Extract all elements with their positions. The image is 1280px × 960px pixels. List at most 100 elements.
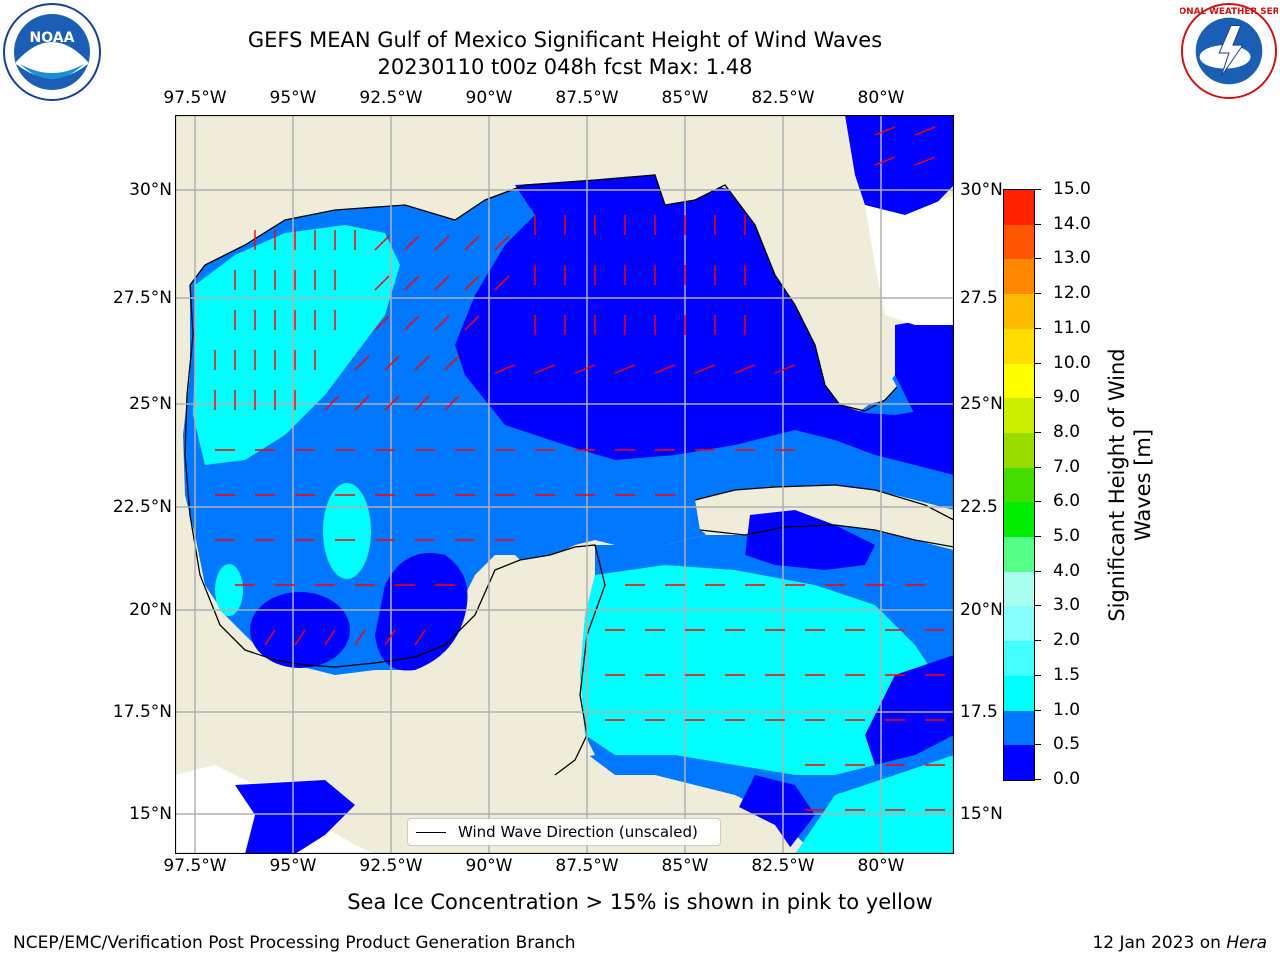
colorbar-swatch [1004,294,1034,329]
colorbar-tick [1035,466,1041,468]
florida-north-land [655,115,845,177]
legend-line-swatch [416,831,446,833]
lat-tick-left: 22.5°N [112,497,172,517]
colorbar [1003,189,1035,781]
colorbar-swatch [1004,467,1034,503]
lat-tick-left: 27.5°N [112,288,172,308]
colorbar-tick-label: 15.0 [1053,179,1091,199]
colorbar-tick [1035,397,1041,399]
colorbar-swatch [1004,606,1034,642]
lat-tick-left: 20°N [129,600,172,620]
noaa-logo: NOAA [3,3,101,101]
colorbar-tick-label: 3.0 [1053,595,1081,616]
atlantic-low [845,115,954,235]
lon-tick-bottom: 80°W [857,856,905,876]
atlantic-low-2 [895,315,954,415]
caribbean-low-1 [745,510,875,570]
colorbar-swatch [1004,675,1034,711]
arrows-east-south [494,215,796,374]
lon-tick-bottom: 97.5°W [163,856,227,876]
lon-tick-top: 90°W [465,88,513,108]
colorbar-swatch [1004,259,1034,295]
colorbar-swatch [1004,571,1034,607]
colorbar-swatch [1004,745,1034,780]
lon-tick-top: 95°W [269,88,317,108]
title-line-2: 20230110 t00z 048h fcst Max: 1.48 [377,55,753,79]
coastline-gulf [189,174,898,412]
gulf-ocean-high-blob [323,483,371,579]
arrows-caribbean [605,126,945,811]
colorbar-swatch [1004,398,1034,433]
colorbar-swatch [1004,224,1034,260]
colorbar-swatch [1004,537,1034,572]
colorbar-tick-label: 7.0 [1053,456,1081,477]
colorbar-tick [1035,536,1041,538]
caribbean-high-se [795,755,954,854]
title-line-1: GEFS MEAN Gulf of Mexico Significant Hei… [247,28,883,52]
colorbar-swatch [1004,710,1034,746]
wind-wave-arrows [214,126,945,811]
lat-tick-right: 30°N [960,180,1003,200]
colorbar-swatch [1004,432,1034,468]
florida-land [675,170,897,405]
colorbar-swatches [1004,190,1034,780]
lat-tick-left: 15°N [129,804,172,824]
colorbar-tick-label: 5.0 [1053,526,1081,547]
lat-tick-right: 25°N [960,394,1003,414]
colorbar-tick [1035,640,1041,642]
lat-tick-right: 17.5 [960,702,998,722]
colorbar-tick-label: 1.0 [1053,699,1081,720]
noaa-logo-text: NOAA [30,30,75,46]
lon-tick-bottom: 85°W [661,856,709,876]
colorbar-tick [1035,431,1041,433]
colorbar-tick-label: 8.0 [1053,421,1081,442]
colorbar-swatch [1004,502,1034,538]
colorbar-swatch [1004,641,1034,676]
colorbar-tick [1035,223,1041,225]
gulf-ocean-high-west [193,225,400,465]
colorbar-tick [1035,362,1041,364]
lon-tick-top: 92.5°W [359,88,423,108]
gulf-ocean-low-east [455,175,954,475]
lon-tick-top: 85°W [661,88,709,108]
lon-tick-bottom: 92.5°W [359,856,423,876]
colorbar-tick [1035,501,1041,503]
lon-tick-bottom: 87.5°W [555,856,619,876]
sea-ice-note: Sea Ice Concentration > 15% is shown in … [347,890,933,914]
lat-tick-left: 25°N [129,394,172,414]
lon-tick-bottom: 95°W [269,856,317,876]
map-plot [175,115,954,854]
colorbar-tick-label: 0.5 [1053,734,1081,755]
colorbar-tick-label: 14.0 [1053,213,1091,234]
lat-tick-left: 17.5°N [112,702,172,722]
pacific-low [235,780,355,854]
lon-tick-top: 80°W [857,88,905,108]
lon-tick-bottom: 90°W [465,856,513,876]
graticule [175,115,954,854]
colorbar-tick [1035,293,1041,295]
colorbar-swatch [1004,190,1034,225]
caribbean-high [580,565,935,775]
colorbar-tick [1035,674,1041,676]
arrows-west-north [214,230,356,410]
campeche-low-1 [250,592,350,668]
lat-tick-left: 30°N [129,180,172,200]
map-legend: Wind Wave Direction (unscaled) [407,818,721,846]
colorbar-tick-label: 4.0 [1053,560,1081,581]
nws-logo: NATIONAL WEATHER SERVICE [1180,2,1278,100]
nws-logo-text: NATIONAL WEATHER SERVICE [1180,7,1278,17]
colorbar-tick [1035,709,1041,711]
colorbar-tick [1035,605,1041,607]
lon-tick-top: 97.5°W [163,88,227,108]
lon-tick-top: 82.5°W [751,88,815,108]
colorbar-swatch [1004,363,1034,399]
lat-tick-right: 22.5 [960,497,998,517]
colorbar-tick-label: 9.0 [1053,387,1081,408]
colorbar-tick-label: 0.0 [1053,769,1081,789]
colorbar-tick-label: 10.0 [1053,352,1091,373]
lon-tick-top: 87.5°W [555,88,619,108]
colorbar-swatch [1004,328,1034,364]
campeche-low-2 [375,553,468,671]
credit-branch: NCEP/EMC/Verification Post Processing Pr… [13,933,576,953]
coastline-mexico [184,284,606,776]
